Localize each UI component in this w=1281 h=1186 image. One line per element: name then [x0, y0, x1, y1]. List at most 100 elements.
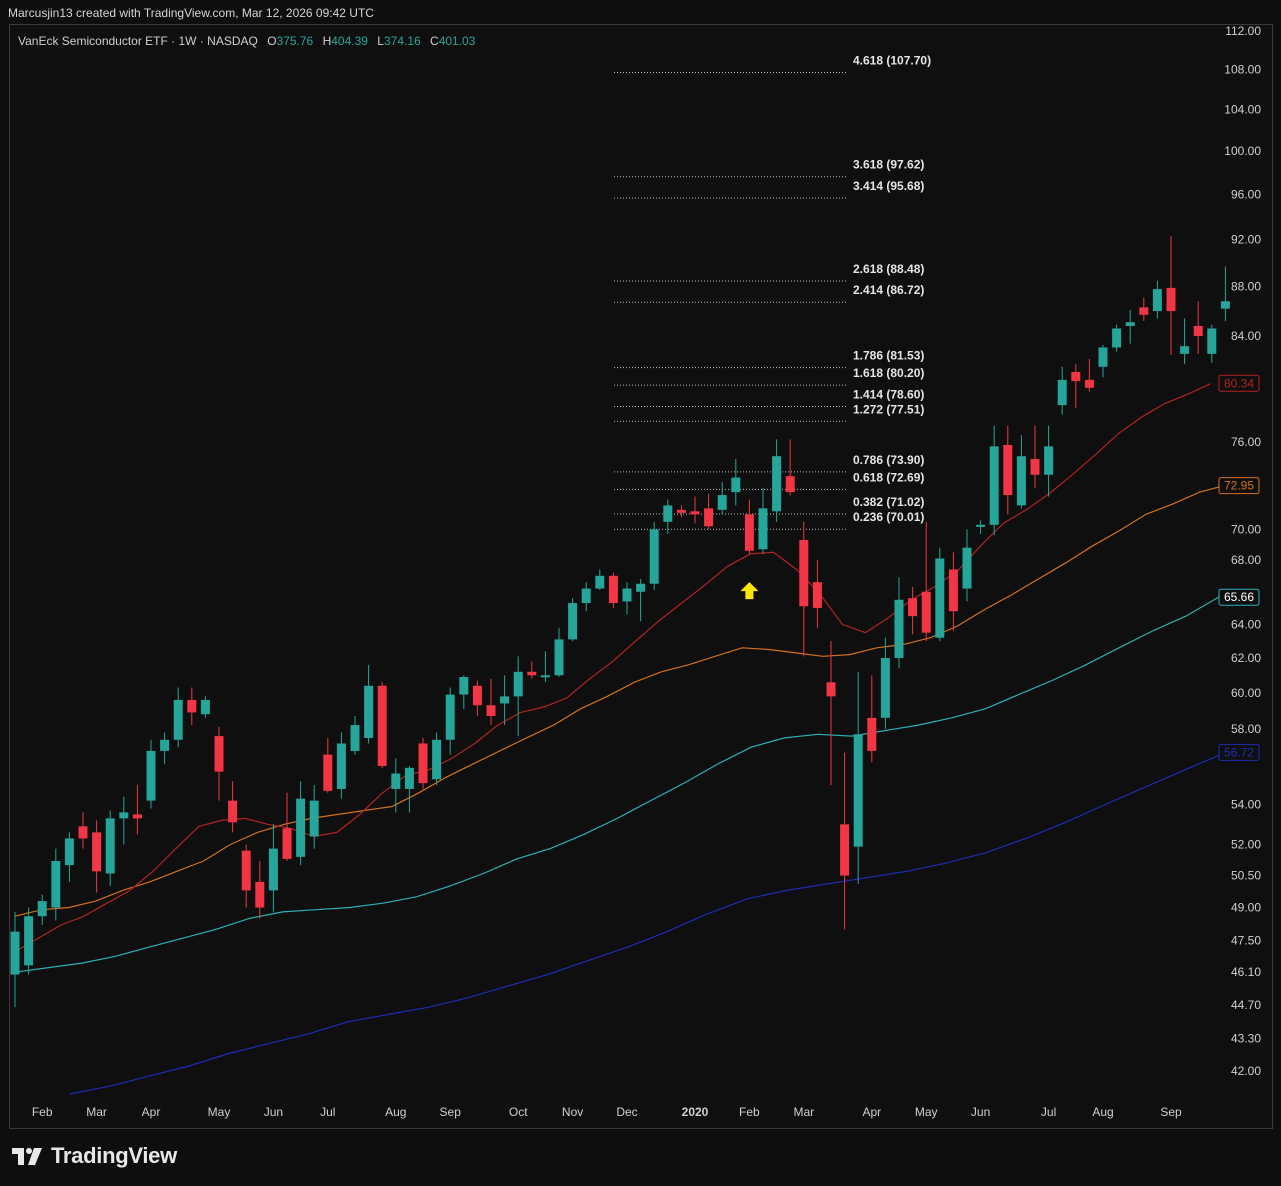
y-tick-label: 112.00 [1225, 24, 1261, 38]
candle-body [880, 658, 890, 718]
candle-body [404, 767, 414, 789]
candle-body [1016, 456, 1026, 506]
x-tick-label: Dec [616, 1105, 637, 1119]
y-tick-label: 100.00 [1224, 144, 1261, 158]
candle-body [187, 699, 197, 713]
candle-body [472, 685, 482, 706]
candle-body [418, 743, 428, 784]
ema200-line [69, 752, 1226, 1095]
candle-body [24, 916, 34, 966]
y-tick-label: 52.00 [1231, 838, 1261, 852]
candle-body [513, 671, 523, 697]
candle-body [554, 639, 564, 676]
up-arrow-icon [740, 582, 759, 600]
candle-body [377, 685, 387, 766]
candle-body [1180, 346, 1190, 354]
candle-body [309, 800, 319, 837]
y-tick-label: 96.00 [1231, 187, 1261, 201]
candle-body [1003, 444, 1013, 496]
candle-body [649, 529, 659, 584]
y-tick-label: 104.00 [1224, 103, 1261, 117]
candle-body [1193, 325, 1203, 337]
candle-body [581, 588, 591, 604]
candle-body [78, 826, 88, 839]
x-tick-label: Aug [1092, 1105, 1113, 1119]
x-tick-label: Sep [1160, 1105, 1182, 1119]
fib-level-label: 1.786 (81.53) [853, 349, 924, 363]
y-tick-label: 44.70 [1231, 998, 1261, 1012]
candle-body [853, 734, 863, 847]
ma-price-badge [1218, 477, 1260, 495]
candle-body [200, 699, 210, 715]
candle-body [799, 540, 809, 607]
tradingview-logo[interactable]: TradingView [11, 1143, 177, 1169]
x-tick-label: Jun [971, 1105, 990, 1119]
candle-body [622, 588, 632, 602]
ma-price-badge [1218, 743, 1260, 761]
candle-body [785, 476, 795, 493]
candle-body [772, 456, 782, 512]
fib-level-label: 0.382 (71.02) [853, 495, 924, 509]
candle-body [37, 901, 47, 917]
candle-body [1098, 347, 1108, 367]
symbol-legend: VanEck Semiconductor ETF · 1W · NASDAQ O… [18, 34, 475, 48]
candle-body [1084, 379, 1094, 388]
open-value: 375.76 [276, 34, 314, 48]
candle-body [160, 739, 170, 751]
candle-body [323, 754, 333, 791]
ma-price-badge [1218, 588, 1260, 606]
candle-body [445, 694, 455, 740]
candle-body [608, 575, 618, 604]
credit-line: Marcusjin13 created with TradingView.com… [8, 6, 374, 20]
low-label: L [377, 34, 384, 48]
y-tick-label: 58.00 [1231, 722, 1261, 736]
ma-price-badge-label: 65.66 [1224, 590, 1254, 604]
x-tick-label: Jul [1041, 1105, 1056, 1119]
candle-body [704, 508, 714, 527]
candle-body [1030, 459, 1040, 475]
y-tick-label: 68.00 [1231, 553, 1261, 567]
candle-body [894, 599, 904, 659]
candle-body [636, 583, 646, 592]
symbol-title[interactable]: VanEck Semiconductor ETF · 1W · NASDAQ [18, 34, 258, 48]
candle-body [296, 798, 306, 857]
candle-body [676, 509, 686, 513]
ma-price-badge-label: 80.34 [1224, 376, 1254, 390]
candle-body [540, 675, 550, 678]
x-tick-label: May [915, 1105, 938, 1119]
candle-body [1044, 446, 1054, 475]
candle-body [486, 705, 496, 717]
candle-body [717, 495, 727, 510]
candle-body [1152, 289, 1162, 312]
candle-body [119, 812, 129, 819]
y-tick-label: 47.50 [1231, 934, 1261, 948]
ema50-line [14, 484, 1227, 917]
candle-body [241, 850, 251, 891]
candle-body [826, 682, 836, 697]
candle-body [214, 736, 224, 772]
candle-body [948, 569, 958, 612]
fib-level-label: 0.786 (73.90) [853, 453, 924, 467]
x-tick-label: Nov [562, 1105, 583, 1119]
ema20-line [14, 383, 1211, 953]
chart-pane[interactable] [9, 24, 1273, 1129]
candle-body [527, 671, 537, 676]
ema100-line [14, 596, 1220, 973]
candle-body [962, 547, 972, 589]
candle-body [976, 524, 986, 527]
candle-body [64, 838, 74, 866]
x-tick-label: Apr [142, 1105, 161, 1119]
fib-level-label: 1.618 (80.20) [853, 366, 924, 380]
ma-price-badge [1218, 374, 1260, 392]
y-tick-label: 108.00 [1224, 63, 1261, 77]
x-tick-label: Mar [793, 1105, 814, 1119]
candle-body [350, 725, 360, 751]
x-tick-label: Mar [86, 1105, 107, 1119]
candle-body [432, 739, 442, 780]
candle-body [1139, 307, 1149, 315]
candle-body [921, 591, 931, 633]
candle-body [1112, 328, 1122, 348]
candle-body [282, 828, 292, 859]
candle-body [568, 603, 578, 640]
